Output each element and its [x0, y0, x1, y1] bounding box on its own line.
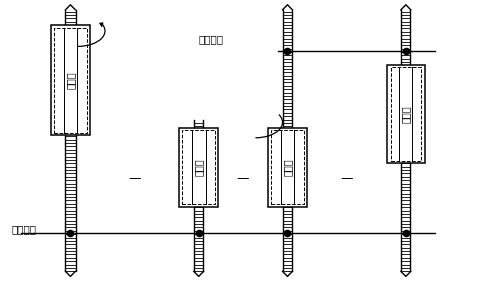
Text: —: —: [340, 172, 353, 185]
Bar: [268, 128, 307, 207]
Text: 连接器: 连接器: [193, 158, 204, 176]
Bar: [51, 25, 90, 135]
Bar: [51, 25, 90, 135]
Text: 连接器: 连接器: [282, 158, 293, 176]
Text: 钒笼主筋: 钒笼主筋: [199, 34, 224, 44]
Text: 连接器: 连接器: [401, 105, 411, 123]
Text: 连接器: 连接器: [65, 71, 75, 89]
Bar: [54, 28, 87, 133]
Bar: [271, 130, 304, 204]
Bar: [183, 130, 215, 204]
Bar: [268, 128, 307, 207]
Bar: [387, 65, 425, 163]
Bar: [387, 65, 425, 163]
Text: —: —: [128, 172, 141, 185]
Bar: [390, 67, 421, 161]
Bar: [179, 128, 218, 207]
Text: —: —: [237, 172, 249, 185]
Text: 钒笼主筋: 钒笼主筋: [11, 224, 36, 234]
Bar: [179, 128, 218, 207]
